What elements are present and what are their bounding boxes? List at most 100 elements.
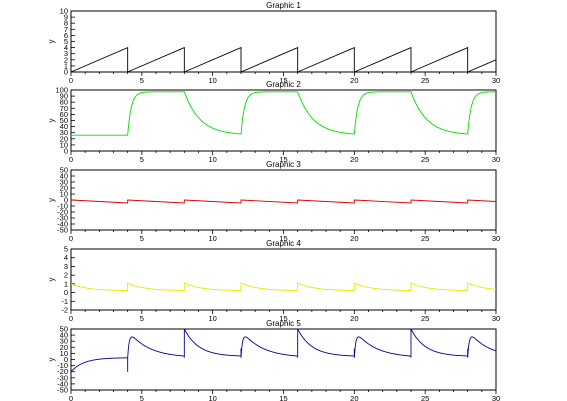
x-tick-label: 15 bbox=[279, 314, 287, 323]
y-tick-label: 0 bbox=[64, 196, 68, 205]
series-line-1 bbox=[70, 328, 497, 373]
x-tick-label: 5 bbox=[140, 155, 144, 164]
y-tick-label: 6 bbox=[64, 31, 68, 40]
x-tick-label: 5 bbox=[140, 314, 144, 323]
x-tick-label: 20 bbox=[350, 314, 358, 323]
y-tick-label: 40 bbox=[60, 331, 68, 340]
y-tick-label: 10 bbox=[60, 349, 68, 358]
chart-title: Graphic 2 bbox=[266, 80, 301, 89]
chart-title: Graphic 4 bbox=[266, 239, 301, 248]
y-axis-label: y bbox=[47, 40, 56, 44]
x-tick-label: 10 bbox=[208, 314, 216, 323]
y-tick-label: 40 bbox=[60, 172, 68, 181]
y-tick-label: 9 bbox=[64, 13, 68, 22]
x-tick-label: 0 bbox=[69, 76, 73, 85]
y-tick-label: 2 bbox=[64, 271, 68, 280]
y-tick-label: 50 bbox=[60, 325, 68, 334]
y-tick-label: 1 bbox=[64, 61, 68, 70]
series-line-1 bbox=[70, 199, 497, 204]
x-tick-label: 25 bbox=[421, 155, 429, 164]
y-tick-label: 3 bbox=[64, 49, 68, 58]
y-tick-label: 20 bbox=[60, 134, 68, 143]
y-tick-label: 1 bbox=[64, 279, 68, 288]
x-tick-label: 0 bbox=[69, 155, 73, 164]
y-tick-label: 80 bbox=[60, 98, 68, 107]
y-tick-label: 40 bbox=[60, 122, 68, 131]
x-tick-label: 25 bbox=[421, 76, 429, 85]
y-tick-label: -50 bbox=[57, 386, 68, 395]
y-tick-label: -30 bbox=[57, 214, 68, 223]
x-tick-label: 20 bbox=[350, 76, 358, 85]
x-tick-label: 10 bbox=[208, 76, 216, 85]
y-tick-label: 8 bbox=[64, 19, 68, 28]
y-tick-label: 30 bbox=[60, 178, 68, 187]
y-tick-label: 2 bbox=[64, 55, 68, 64]
x-tick-label: 15 bbox=[279, 234, 287, 243]
y-tick-label: -30 bbox=[57, 373, 68, 382]
y-tick-label: 5 bbox=[64, 245, 68, 254]
y-tick-label: 0 bbox=[64, 68, 68, 77]
x-tick-label: 0 bbox=[69, 394, 73, 401]
x-tick-label: 10 bbox=[208, 234, 216, 243]
x-tick-label: 5 bbox=[140, 394, 144, 401]
y-tick-label: -2 bbox=[61, 306, 68, 315]
x-tick-label: 20 bbox=[350, 394, 358, 401]
y-tick-label: 50 bbox=[60, 116, 68, 125]
y-tick-label: 0 bbox=[64, 288, 68, 297]
x-tick-label: 25 bbox=[421, 314, 429, 323]
y-tick-label: 4 bbox=[64, 43, 68, 52]
y-tick-label: 10 bbox=[60, 7, 68, 16]
series-line-1 bbox=[70, 46, 497, 73]
y-tick-label: 30 bbox=[60, 337, 68, 346]
y-tick-label: 10 bbox=[60, 190, 68, 199]
y-axis-label: y bbox=[47, 198, 56, 202]
y-tick-label: 30 bbox=[60, 128, 68, 137]
series-line-1 bbox=[71, 91, 497, 136]
x-tick-label: 20 bbox=[350, 234, 358, 243]
x-tick-label: 30 bbox=[492, 394, 500, 401]
y-tick-label: 20 bbox=[60, 184, 68, 193]
chart-title: Graphic 3 bbox=[266, 160, 301, 169]
x-tick-label: 0 bbox=[69, 234, 73, 243]
series-line-1 bbox=[70, 282, 497, 292]
chart-title: Graphic 1 bbox=[266, 1, 301, 10]
x-tick-label: 15 bbox=[279, 155, 287, 164]
y-tick-label: -50 bbox=[57, 226, 68, 235]
x-tick-label: 15 bbox=[279, 394, 287, 401]
plot-frame bbox=[70, 89, 497, 152]
y-tick-label: -20 bbox=[57, 208, 68, 217]
x-tick-label: 20 bbox=[350, 155, 358, 164]
x-tick-label: 5 bbox=[140, 76, 144, 85]
x-tick-label: 5 bbox=[140, 234, 144, 243]
x-tick-label: 30 bbox=[492, 76, 500, 85]
x-tick-label: 25 bbox=[421, 234, 429, 243]
y-tick-label: 0 bbox=[64, 355, 68, 364]
y-tick-label: 50 bbox=[60, 166, 68, 175]
x-tick-label: 30 bbox=[492, 155, 500, 164]
x-tick-label: 30 bbox=[492, 234, 500, 243]
y-tick-label: 0 bbox=[64, 147, 68, 156]
plot-frame bbox=[70, 248, 497, 311]
y-tick-label: -20 bbox=[57, 367, 68, 376]
y-axis-label: y bbox=[47, 119, 56, 123]
y-tick-label: 70 bbox=[60, 104, 68, 113]
chart-title: Graphic 5 bbox=[266, 319, 301, 328]
y-tick-label: 7 bbox=[64, 25, 68, 34]
x-tick-label: 10 bbox=[208, 394, 216, 401]
y-axis-label: y bbox=[47, 278, 56, 282]
y-tick-label: 3 bbox=[64, 262, 68, 271]
y-axis-label: y bbox=[47, 358, 56, 362]
y-tick-label: -40 bbox=[57, 220, 68, 229]
y-tick-label: 100 bbox=[55, 86, 68, 95]
x-tick-label: 15 bbox=[279, 76, 287, 85]
y-tick-label: 4 bbox=[64, 253, 68, 262]
y-tick-label: -10 bbox=[57, 202, 68, 211]
x-tick-label: 30 bbox=[492, 314, 500, 323]
x-tick-label: 25 bbox=[421, 394, 429, 401]
y-tick-label: -1 bbox=[61, 297, 68, 306]
